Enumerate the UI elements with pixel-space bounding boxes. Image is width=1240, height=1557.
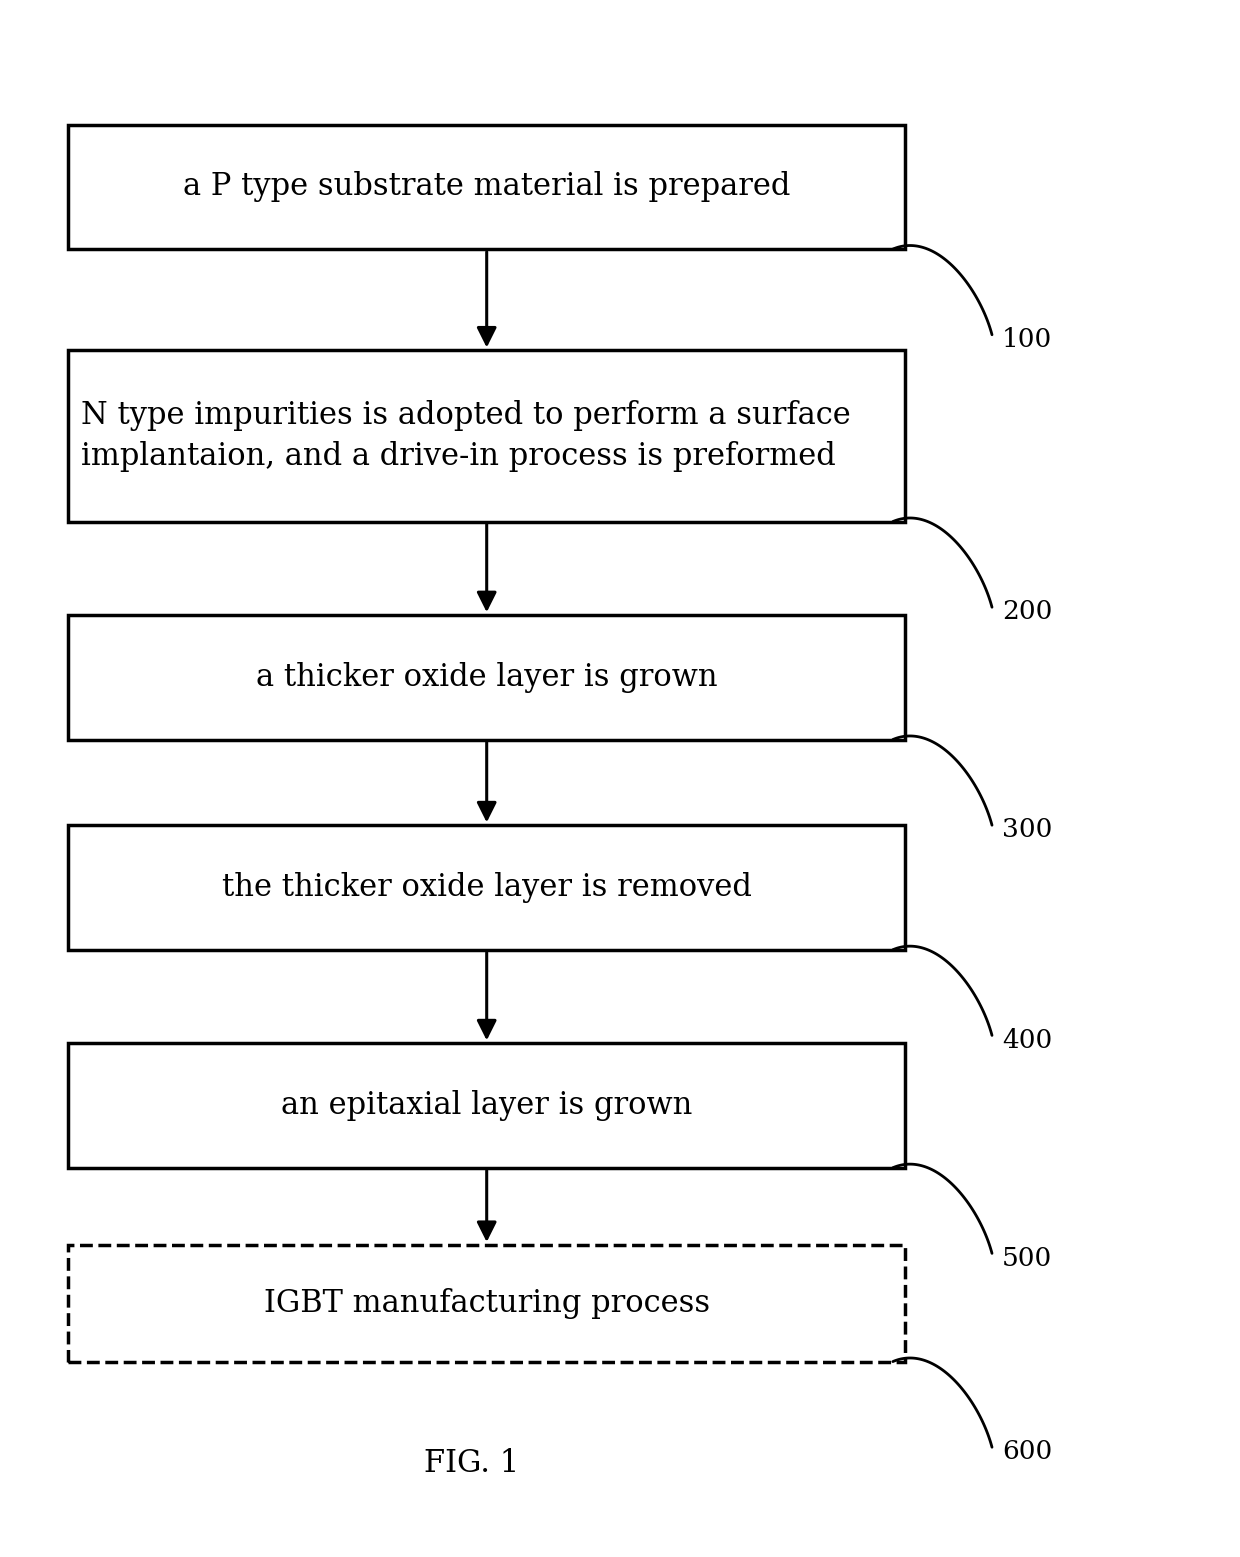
FancyBboxPatch shape [68, 350, 905, 522]
Text: 100: 100 [1002, 327, 1053, 352]
FancyBboxPatch shape [68, 825, 905, 950]
Text: 300: 300 [1002, 817, 1053, 842]
Text: 600: 600 [1002, 1439, 1053, 1465]
Text: 400: 400 [1002, 1028, 1053, 1053]
Text: a thicker oxide layer is grown: a thicker oxide layer is grown [255, 662, 718, 693]
Text: an epitaxial layer is grown: an epitaxial layer is grown [281, 1090, 692, 1121]
FancyBboxPatch shape [68, 1246, 905, 1361]
Text: 500: 500 [1002, 1246, 1053, 1271]
FancyBboxPatch shape [68, 125, 905, 249]
Text: IGBT manufacturing process: IGBT manufacturing process [264, 1288, 709, 1319]
Text: the thicker oxide layer is removed: the thicker oxide layer is removed [222, 872, 751, 903]
Text: a P type substrate material is prepared: a P type substrate material is prepared [184, 171, 790, 202]
Text: N type impurities is adopted to perform a surface
implantaion, and a drive-in pr: N type impurities is adopted to perform … [81, 400, 851, 472]
Text: FIG. 1: FIG. 1 [424, 1448, 518, 1479]
FancyBboxPatch shape [68, 1043, 905, 1168]
FancyBboxPatch shape [68, 615, 905, 740]
Text: 200: 200 [1002, 599, 1053, 624]
